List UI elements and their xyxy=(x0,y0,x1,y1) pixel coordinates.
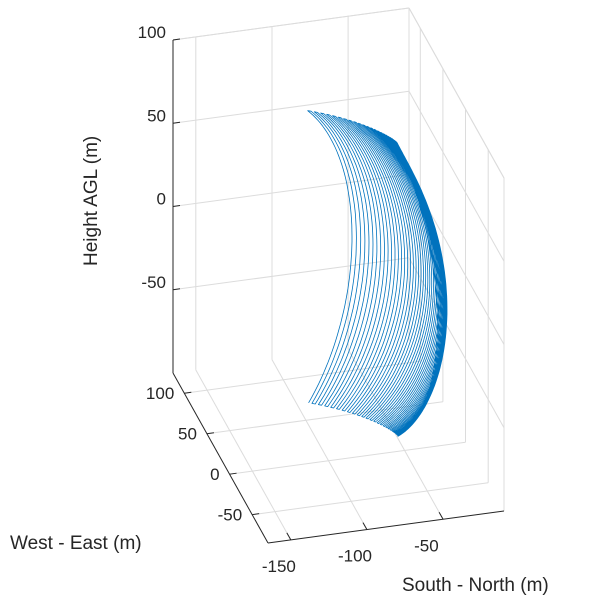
x-tick-label: -100 xyxy=(338,547,372,566)
trajectory-line xyxy=(307,110,448,437)
grid-line xyxy=(172,90,410,124)
x-tick-mark xyxy=(286,532,292,541)
grid-lines xyxy=(172,7,505,541)
data-trace xyxy=(307,110,448,437)
z-tick-mark xyxy=(172,121,181,124)
grid-line xyxy=(408,91,505,262)
z-tick-label: -50 xyxy=(141,273,166,292)
y-tick-label: 0 xyxy=(210,465,219,484)
x-tick-mark xyxy=(362,522,368,530)
y-tick-label: 50 xyxy=(178,425,197,444)
y-tick-mark xyxy=(229,472,237,475)
grid-line xyxy=(172,257,410,291)
x-tick-label: -150 xyxy=(262,557,296,576)
z-tick-mark xyxy=(172,205,181,207)
z-tick-mark xyxy=(172,38,181,41)
z-tick-label: 0 xyxy=(157,190,166,209)
x-tick-mark xyxy=(438,512,444,520)
y-axis-label: West - East (m) xyxy=(10,533,142,554)
grid-line xyxy=(195,369,292,541)
tick-labels: -150 -100 -50 -50 0 50 100 -50 0 50 100 xyxy=(138,23,444,576)
z-tick-label: 100 xyxy=(138,23,166,42)
grid-line xyxy=(172,174,410,207)
y-tick-mark xyxy=(206,432,214,435)
x-axis-label: South - North (m) xyxy=(402,575,549,596)
grid-line xyxy=(408,257,505,429)
grid-line xyxy=(408,7,505,179)
z-tick-label: 50 xyxy=(147,106,166,125)
y-tick-label: 100 xyxy=(146,384,174,403)
x-axis-line xyxy=(267,510,505,544)
axis-lines xyxy=(172,40,505,544)
grid-line xyxy=(252,482,489,516)
z-axis-label: Height AGL (m) xyxy=(81,136,102,266)
z-tick-mark xyxy=(172,288,181,291)
x-tick-label: -50 xyxy=(414,536,439,555)
grid-line xyxy=(172,7,410,41)
y-tick-mark xyxy=(252,513,260,516)
grid-line xyxy=(229,441,466,475)
y-tick-mark xyxy=(184,391,192,394)
y-tick-label: -50 xyxy=(218,506,243,525)
